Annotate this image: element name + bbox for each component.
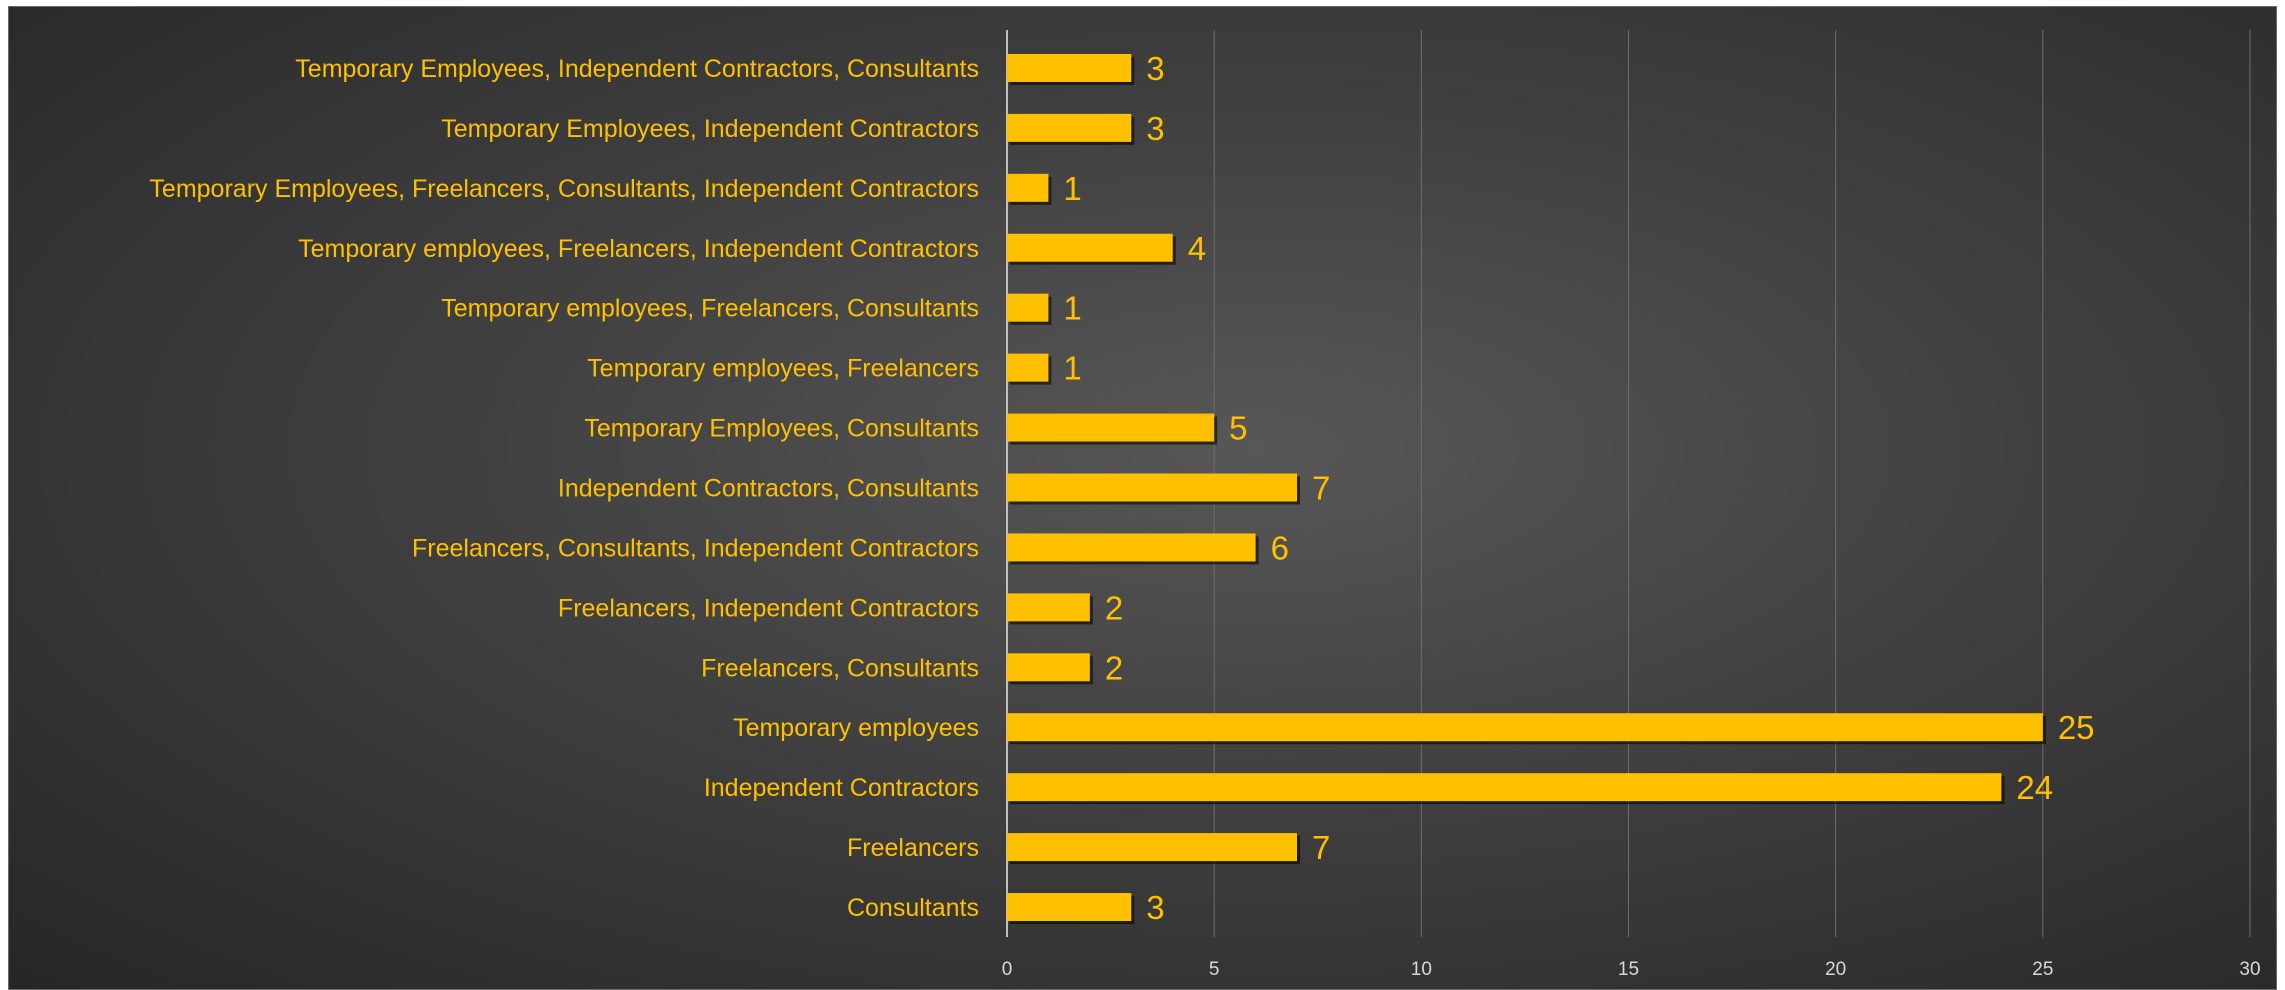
bar xyxy=(1007,113,1132,142)
bar xyxy=(1007,53,1132,82)
category-label: Freelancers, Consultants, Independent Co… xyxy=(412,534,979,562)
x-tick-label: 10 xyxy=(1411,959,1432,980)
bar xyxy=(1007,533,1256,562)
x-tick-label: 20 xyxy=(1825,959,1846,980)
x-tick-label: 30 xyxy=(2239,959,2260,980)
category-label: Temporary employees, Freelancers xyxy=(587,355,979,383)
data-label: 2 xyxy=(1105,589,1123,626)
bar xyxy=(1007,893,1132,922)
category-label: Temporary Employees, Independent Contrac… xyxy=(295,55,979,83)
bar xyxy=(1007,593,1090,622)
bar xyxy=(1007,233,1173,262)
data-label: 5 xyxy=(1229,410,1247,447)
data-label: 1 xyxy=(1063,170,1081,207)
data-label: 3 xyxy=(1146,889,1164,926)
bar xyxy=(1007,713,2043,742)
category-labels: Consultants Freelancers Independent Contra… xyxy=(149,55,979,922)
category-label: Temporary Employees, Independent Contrac… xyxy=(441,115,979,143)
bar xyxy=(1007,833,1298,862)
data-label: 4 xyxy=(1188,230,1206,267)
category-label: Freelancers, Consultants xyxy=(701,654,979,682)
data-label: 2 xyxy=(1105,649,1123,686)
category-label: Temporary employees, Freelancers, Indepe… xyxy=(298,235,979,263)
x-tick-label: 0 xyxy=(1002,959,1013,980)
x-axis-tick-labels: 0 5 10 15 20 25 30 xyxy=(1002,959,2261,980)
bar xyxy=(1007,773,2002,802)
category-label: Temporary Employees, Freelancers, Consul… xyxy=(149,175,979,203)
category-label: Freelancers, Independent Contractors xyxy=(558,594,979,622)
data-label: 1 xyxy=(1063,290,1081,327)
data-label: 6 xyxy=(1271,529,1289,566)
data-label: 7 xyxy=(1312,470,1330,507)
data-label: 7 xyxy=(1312,829,1330,866)
category-label: Temporary Employees, Consultants xyxy=(584,415,979,443)
data-label: 3 xyxy=(1146,50,1164,87)
bar xyxy=(1007,293,1049,322)
bar xyxy=(1007,173,1049,202)
bar xyxy=(1007,653,1090,682)
category-label: Independent Contractors xyxy=(704,774,979,802)
category-label: Consultants xyxy=(847,894,979,922)
bar xyxy=(1007,413,1215,442)
data-label: 25 xyxy=(2058,709,2095,746)
category-label: Freelancers xyxy=(847,834,979,862)
category-label: Temporary employees xyxy=(733,714,979,742)
x-tick-label: 25 xyxy=(2032,959,2053,980)
bar xyxy=(1007,353,1049,382)
data-label: 3 xyxy=(1146,110,1164,147)
bars xyxy=(1007,53,2046,925)
data-label: 1 xyxy=(1063,350,1081,387)
x-tick-label: 5 xyxy=(1209,959,1220,980)
category-label: Temporary employees, Freelancers, Consul… xyxy=(441,295,979,323)
x-tick-label: 15 xyxy=(1618,959,1639,980)
category-label: Independent Contractors, Consultants xyxy=(558,475,979,503)
bar xyxy=(1007,473,1298,502)
data-label: 24 xyxy=(2016,769,2053,806)
